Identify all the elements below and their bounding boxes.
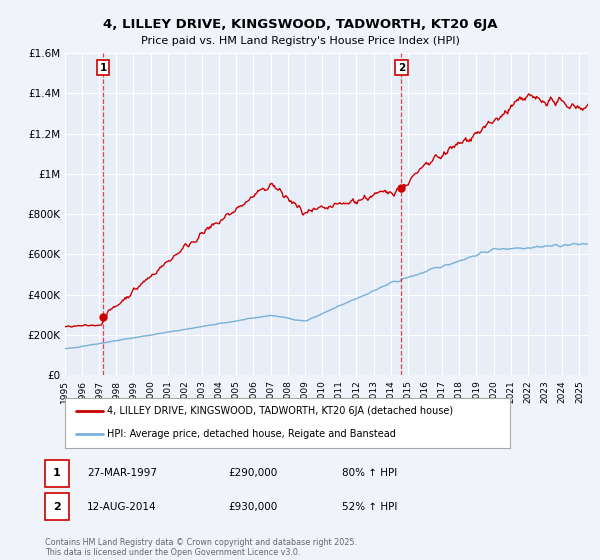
Text: 4, LILLEY DRIVE, KINGSWOOD, TADWORTH, KT20 6JA (detached house): 4, LILLEY DRIVE, KINGSWOOD, TADWORTH, KT… xyxy=(107,406,453,416)
Text: 1: 1 xyxy=(53,468,61,478)
Text: 52% ↑ HPI: 52% ↑ HPI xyxy=(342,502,397,512)
Text: HPI: Average price, detached house, Reigate and Banstead: HPI: Average price, detached house, Reig… xyxy=(107,430,396,440)
Text: 1: 1 xyxy=(100,63,107,73)
Text: 4, LILLEY DRIVE, KINGSWOOD, TADWORTH, KT20 6JA: 4, LILLEY DRIVE, KINGSWOOD, TADWORTH, KT… xyxy=(103,18,497,31)
Text: £290,000: £290,000 xyxy=(228,468,277,478)
Text: 2: 2 xyxy=(53,502,61,512)
Text: £930,000: £930,000 xyxy=(228,502,277,512)
Text: 12-AUG-2014: 12-AUG-2014 xyxy=(87,502,157,512)
Text: 2: 2 xyxy=(398,63,405,73)
Text: Contains HM Land Registry data © Crown copyright and database right 2025.
This d: Contains HM Land Registry data © Crown c… xyxy=(45,538,357,557)
Text: Price paid vs. HM Land Registry's House Price Index (HPI): Price paid vs. HM Land Registry's House … xyxy=(140,36,460,46)
Text: 80% ↑ HPI: 80% ↑ HPI xyxy=(342,468,397,478)
Text: 27-MAR-1997: 27-MAR-1997 xyxy=(87,468,157,478)
